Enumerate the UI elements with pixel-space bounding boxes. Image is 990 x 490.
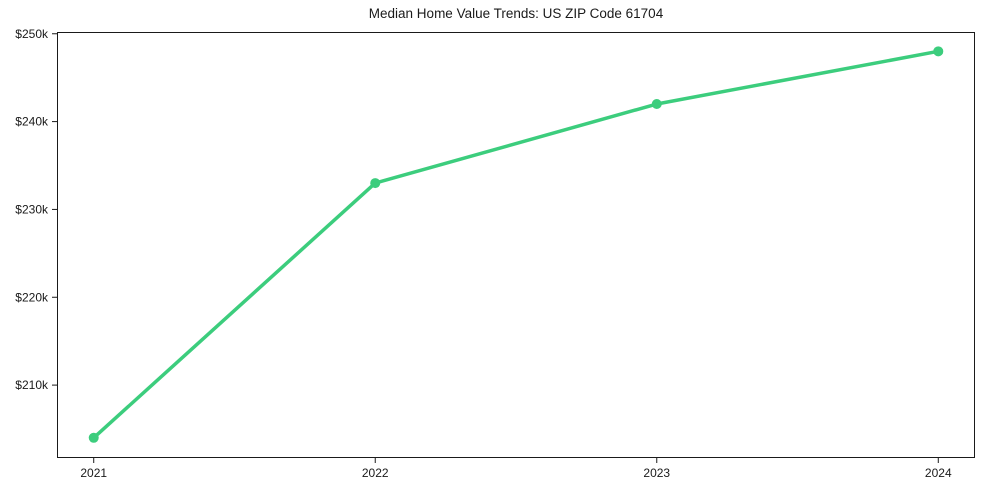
x-tick-label: 2024 (925, 466, 952, 480)
trend-line (91, 49, 941, 440)
chart-title: Median Home Value Trends: US ZIP Code 61… (368, 6, 664, 21)
y-tick-label: $240k (15, 115, 49, 129)
data-point-2023 (651, 99, 662, 110)
y-tick-label: $210k (15, 378, 49, 392)
data-point-2024 (933, 46, 944, 57)
y-tick-label: $230k (15, 202, 49, 216)
x-tick-label: 2023 (643, 466, 670, 480)
y-tick-label: $250k (15, 27, 49, 41)
y-tick-label: $220k (15, 290, 49, 304)
data-point-2022 (370, 178, 381, 189)
plot-border (57, 32, 975, 458)
x-tick-label: 2022 (362, 466, 389, 480)
data-point-2021 (88, 432, 99, 443)
x-tick-label: 2021 (80, 466, 107, 480)
